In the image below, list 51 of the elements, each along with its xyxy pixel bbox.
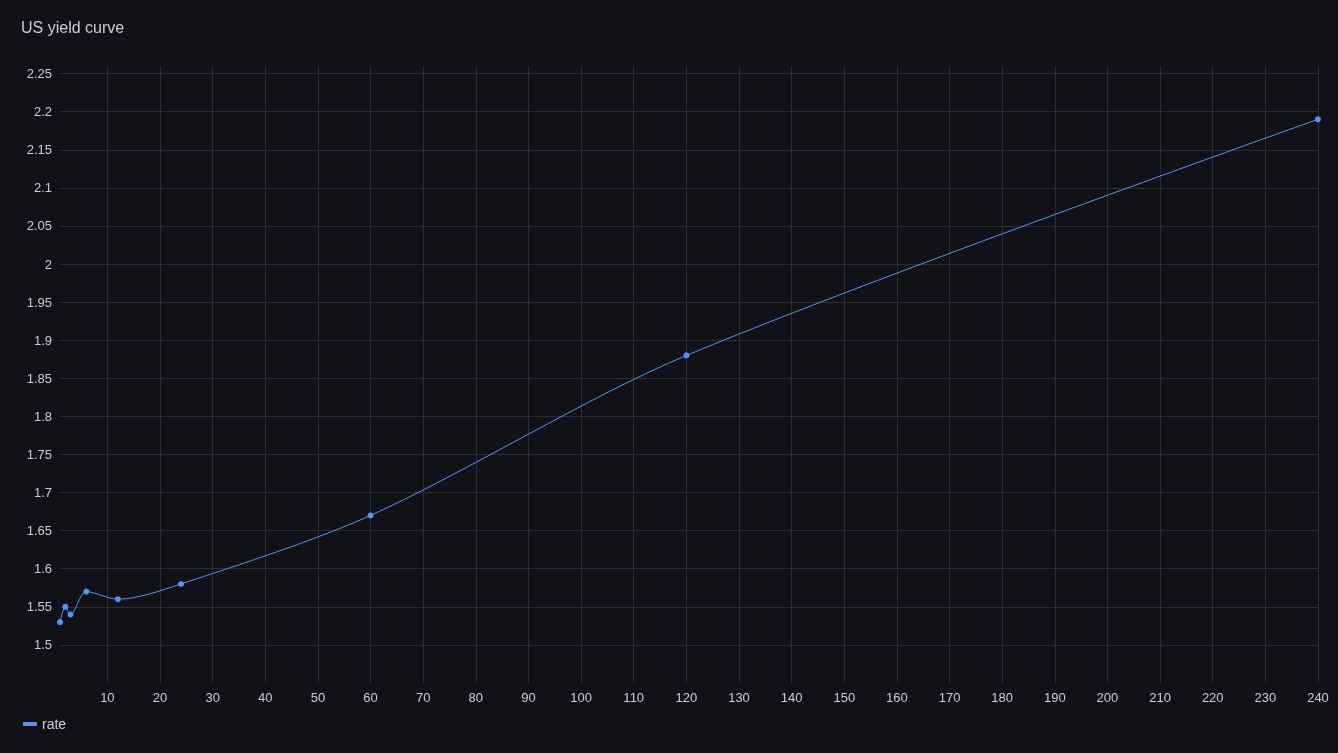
x-tick-label: 110: [623, 690, 645, 705]
x-tick-label: 240: [1307, 690, 1329, 705]
y-tick-label: 2.05: [26, 218, 52, 234]
x-tick-label: 90: [521, 690, 536, 705]
point: [67, 611, 74, 618]
point: [1315, 116, 1321, 123]
y-tick-label: 2.2: [33, 104, 52, 120]
y-tick-label: 1.5: [33, 637, 52, 653]
x-tick-label: 20: [152, 690, 168, 705]
y-tick-label: 2.1: [33, 180, 52, 196]
y-tick-label: 1.8: [33, 408, 52, 424]
x-tick-label: 120: [675, 690, 698, 705]
point: [114, 596, 121, 603]
x-tick-label: 220: [1201, 690, 1224, 705]
y-tick-label: 1.65: [26, 523, 52, 539]
legend-label: rate: [42, 716, 67, 732]
x-tick-label: 70: [415, 690, 431, 705]
x-tick-label: 130: [728, 690, 750, 705]
y-tick-label: 2.15: [26, 142, 52, 158]
x-tick-label: 10: [100, 690, 115, 705]
x-tick-label: 30: [205, 690, 220, 705]
y-tick-label: 2.25: [26, 66, 52, 82]
x-tick-label: 180: [991, 690, 1014, 705]
y-tick-label: 1.6: [33, 561, 52, 577]
y-tick-label: 1.9: [33, 332, 52, 348]
chart-title: US yield curve: [21, 18, 125, 36]
point: [83, 588, 90, 595]
point: [62, 603, 69, 610]
x-tick-label: 40: [258, 690, 273, 705]
y-tick-label: 1.85: [26, 370, 52, 386]
y-tick-label: 1.7: [33, 485, 52, 501]
x-tick-label: 160: [886, 690, 908, 705]
x-tick-label: 190: [1043, 690, 1066, 705]
y-tick-label: 1.55: [26, 599, 52, 615]
point: [367, 512, 374, 519]
x-tick-label: 230: [1254, 690, 1277, 705]
x-tick-label: 170: [938, 690, 961, 705]
y-tick-label: 1.95: [26, 294, 52, 310]
x-tick-label: 210: [1149, 690, 1171, 705]
point: [57, 619, 63, 626]
x-tick-label: 60: [363, 690, 378, 705]
x-tick-label: 100: [570, 690, 592, 705]
x-tick-label: 200: [1096, 690, 1119, 705]
point: [178, 580, 185, 587]
point: [683, 352, 690, 359]
x-tick-label: 50: [310, 690, 326, 705]
y-tick-label: 1.75: [26, 446, 52, 462]
x-tick-label: 150: [833, 690, 856, 705]
y-tick-label: 2: [44, 256, 52, 272]
x-tick-label: 80: [468, 690, 484, 705]
x-tick-label: 140: [780, 690, 803, 705]
